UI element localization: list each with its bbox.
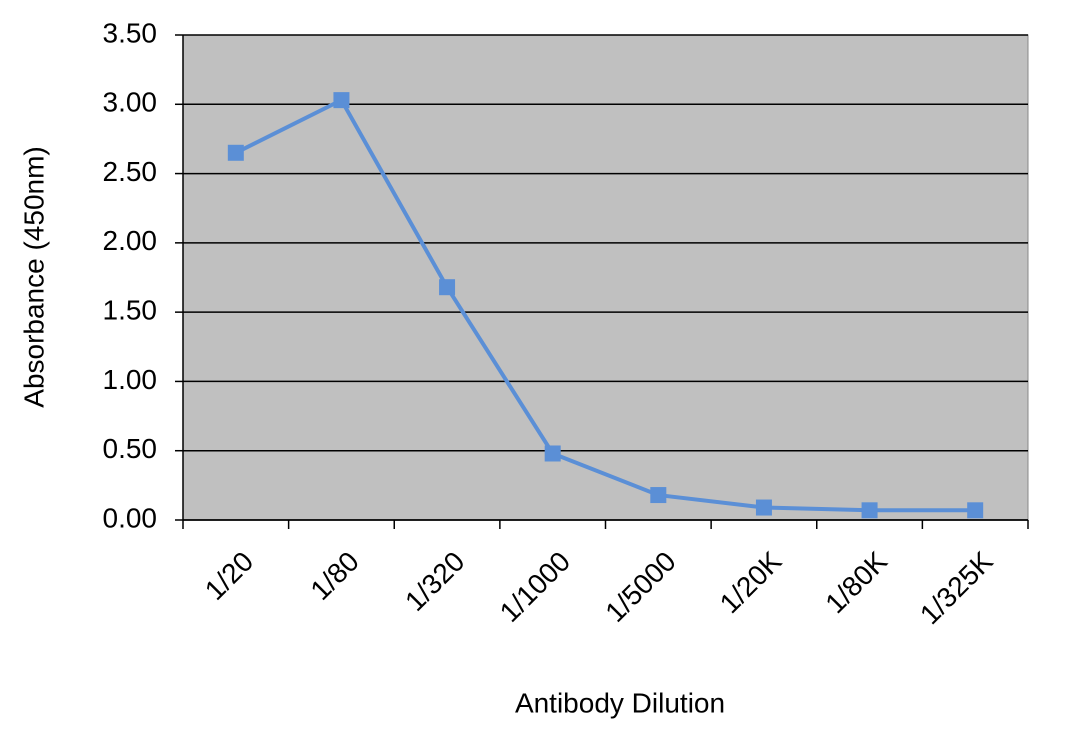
x-tick-label: 1/320	[399, 546, 470, 617]
y-tick-label: 3.50	[103, 17, 158, 48]
x-tick-label: 1/1000	[494, 546, 576, 628]
x-tick-label: 1/20	[199, 546, 259, 606]
point-marker	[333, 92, 350, 109]
point-marker	[861, 502, 878, 519]
y-tick-label: 2.50	[103, 156, 158, 187]
x-tick-label: 1/20K	[714, 545, 788, 619]
point-marker	[439, 279, 456, 296]
y-tick-label: 0.50	[103, 433, 158, 464]
y-tick-label: 1.00	[103, 364, 158, 395]
x-tick-label: 1/5000	[599, 546, 681, 628]
x-tick-label: 1/80	[304, 546, 364, 606]
x-tick-label: 1/325K	[914, 545, 999, 630]
y-axis-title: Absorbance (450nm)	[18, 146, 49, 407]
x-axis-title: Antibody Dilution	[515, 687, 725, 718]
plot-area	[182, 34, 1029, 521]
y-tick-label: 1.50	[103, 295, 158, 326]
point-marker	[544, 445, 561, 462]
point-marker	[755, 499, 772, 516]
y-tick-label: 0.00	[103, 502, 158, 533]
x-tick-label: 1/80K	[819, 545, 893, 619]
point-marker	[227, 144, 244, 161]
point-marker	[650, 487, 667, 504]
y-tick-label: 3.00	[103, 87, 158, 118]
point-marker	[967, 502, 984, 519]
y-tick-label: 2.00	[103, 225, 158, 256]
series-line	[234, 98, 976, 513]
